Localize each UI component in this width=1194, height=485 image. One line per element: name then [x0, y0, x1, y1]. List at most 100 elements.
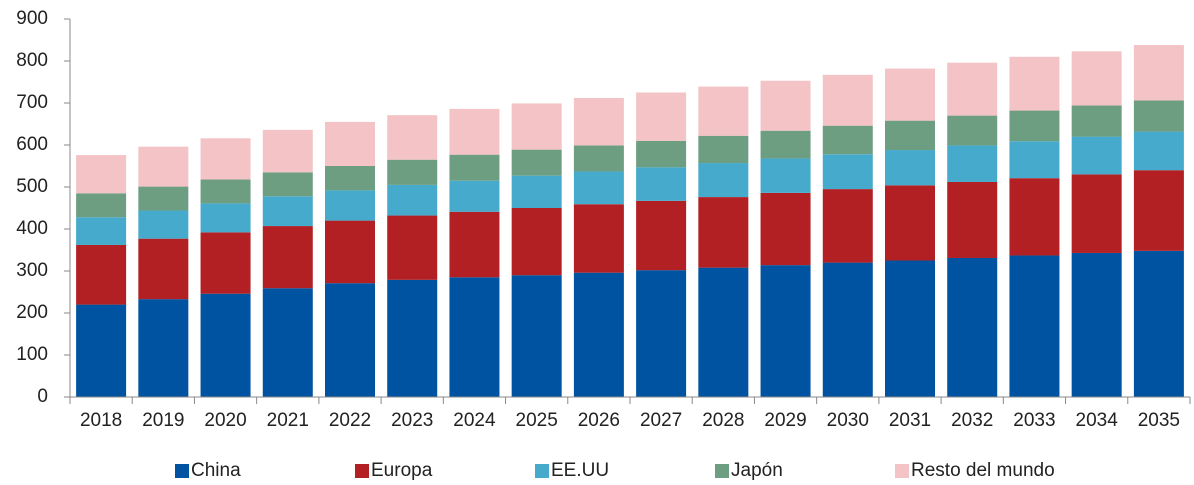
- bar-segment: [262, 226, 313, 289]
- bar-segment: [387, 184, 438, 216]
- bar-segment: [325, 283, 375, 397]
- legend-label: Resto del mundo: [911, 460, 1055, 481]
- bar-segment: [947, 115, 998, 146]
- bar-segment: [822, 189, 873, 263]
- bar-segment: [138, 299, 189, 397]
- bar-segment: [138, 238, 189, 300]
- bar-segment: [262, 196, 313, 227]
- y-tick-label: 400: [16, 218, 48, 239]
- bar-segment: [885, 185, 935, 261]
- bar-segment: [387, 279, 438, 397]
- bar-segment: [387, 115, 438, 160]
- bar-segment: [138, 146, 189, 187]
- bar-segment: [573, 145, 624, 172]
- legend-swatch: [535, 464, 549, 478]
- bar-segment: [387, 159, 438, 185]
- bar-segment: [573, 171, 624, 205]
- x-tick-label: 2035: [1138, 410, 1180, 431]
- y-tick-label: 900: [16, 8, 48, 29]
- bar-segment: [760, 130, 811, 159]
- bar-segment: [1009, 110, 1060, 142]
- legend-swatch: [715, 464, 729, 478]
- bar-segment: [885, 68, 935, 121]
- y-tick-label: 0: [37, 386, 48, 407]
- legend-label: Europa: [371, 460, 433, 481]
- bar-segment: [822, 74, 873, 126]
- x-tick-label: 2034: [1076, 410, 1119, 431]
- x-tick-label: 2022: [329, 410, 371, 431]
- bar-segment: [262, 172, 313, 197]
- bar-segment: [325, 166, 375, 191]
- bar-segment: [698, 135, 749, 164]
- bar-segment: [636, 270, 687, 397]
- x-tick-label: 2025: [516, 410, 558, 431]
- bar-segment: [449, 154, 500, 181]
- x-tick-label: 2021: [267, 410, 309, 431]
- bar-segment: [449, 277, 500, 397]
- bar-segment: [947, 257, 998, 397]
- x-tick-label: 2023: [391, 410, 433, 431]
- bar-segment: [325, 121, 375, 166]
- x-tick-label: 2029: [764, 410, 806, 431]
- x-tick-label: 2026: [578, 410, 620, 431]
- x-tick-label: 2030: [827, 410, 869, 431]
- legend-label: EE.UU: [551, 460, 609, 481]
- bar-segment: [1133, 45, 1184, 101]
- bar-segment: [325, 220, 375, 284]
- bar-segment: [698, 197, 749, 268]
- y-tick-label: 700: [16, 92, 48, 113]
- bar-segment: [449, 211, 500, 278]
- legend-swatch: [895, 464, 909, 478]
- x-tick-label: 2032: [951, 410, 993, 431]
- bar-segment: [138, 186, 189, 211]
- bar-segment: [200, 179, 251, 204]
- y-tick-label: 200: [16, 302, 48, 323]
- legend-swatch: [355, 464, 369, 478]
- bar-segment: [1133, 170, 1184, 251]
- bar-segment: [262, 288, 313, 397]
- legend-label: Japón: [731, 460, 783, 481]
- bar-segment: [511, 175, 562, 208]
- bar-segment: [947, 181, 998, 258]
- x-tick-label: 2019: [142, 410, 184, 431]
- bar-segment: [636, 167, 687, 201]
- x-tick-label: 2018: [80, 410, 122, 431]
- bar-segment: [760, 158, 811, 193]
- bar-segment: [387, 215, 438, 280]
- bar-segment: [885, 120, 935, 151]
- bar-segment: [573, 204, 624, 273]
- x-tick-label: 2024: [453, 410, 496, 431]
- bar-segment: [1009, 255, 1060, 397]
- bar-segment: [1071, 51, 1122, 106]
- bar-segment: [885, 260, 935, 397]
- bar-segment: [1071, 105, 1122, 137]
- bar-segment: [76, 304, 127, 397]
- bar-segment: [636, 92, 687, 141]
- bar-segment: [325, 190, 375, 221]
- bar-segment: [760, 80, 811, 131]
- bar-segment: [511, 103, 562, 150]
- y-tick-label: 800: [16, 50, 48, 71]
- bar-segment: [76, 155, 127, 194]
- bar-segment: [1133, 250, 1184, 397]
- bar-segment: [885, 150, 935, 186]
- bar-segment: [947, 145, 998, 182]
- bar-segment: [76, 193, 127, 218]
- bar-segment: [1009, 178, 1060, 256]
- bar-segment: [1009, 141, 1060, 179]
- bar-segment: [1009, 56, 1060, 111]
- legend-swatch: [175, 464, 189, 478]
- bar-segment: [947, 62, 998, 116]
- bar-segment: [1071, 174, 1122, 253]
- bar-segment: [760, 265, 811, 397]
- bar-segment: [636, 140, 687, 168]
- bar-segment: [200, 138, 251, 180]
- bar-segment: [76, 217, 127, 245]
- bar-segment: [262, 129, 313, 173]
- bar-segment: [1071, 252, 1122, 397]
- legend-label: China: [191, 460, 241, 481]
- bar-segment: [200, 232, 251, 294]
- bar-segment: [698, 267, 749, 397]
- bar-segment: [636, 200, 687, 271]
- bar-segment: [822, 262, 873, 397]
